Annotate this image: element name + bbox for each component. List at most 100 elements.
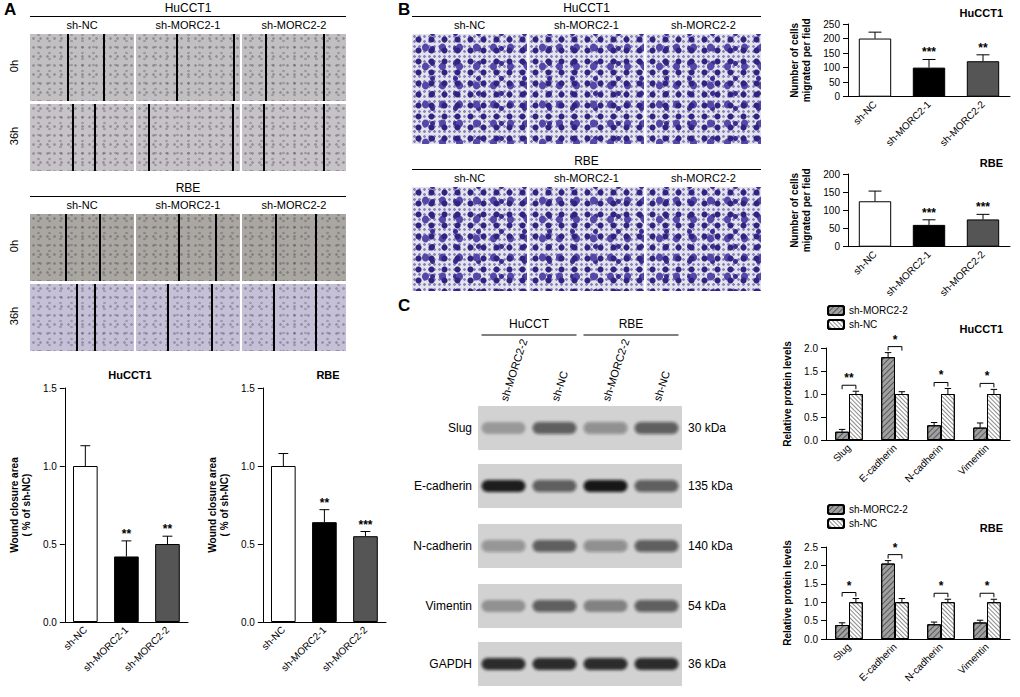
svg-text:0.0: 0.0 — [43, 617, 57, 628]
svg-text:2.0: 2.0 — [804, 343, 818, 354]
svg-text:migrated per field: migrated per field — [801, 168, 812, 252]
svg-text:sh-NC: sh-NC — [549, 369, 570, 402]
svg-text:RBE: RBE — [316, 369, 339, 381]
svg-text:HuCCT1: HuCCT1 — [960, 323, 1003, 335]
svg-text:Relative protein levels: Relative protein levels — [782, 540, 793, 646]
svg-text:***: *** — [358, 518, 372, 532]
svg-text:sh-NC: sh-NC — [849, 518, 877, 529]
svg-text:200: 200 — [823, 33, 840, 44]
svg-text:0: 0 — [834, 241, 840, 252]
svg-text:135 kDa: 135 kDa — [688, 479, 733, 493]
svg-text:150: 150 — [823, 187, 840, 198]
svg-text:100: 100 — [823, 205, 840, 216]
svg-text:**: ** — [163, 522, 173, 536]
svg-text:Number of cells: Number of cells — [789, 22, 800, 97]
svg-text:1.0: 1.0 — [43, 461, 57, 472]
svg-text:**: ** — [122, 527, 132, 541]
svg-text:( % of sh-NC): ( % of sh-NC) — [21, 474, 32, 537]
svg-text:0.0: 0.0 — [804, 435, 818, 446]
svg-text:1.5: 1.5 — [804, 578, 818, 589]
svg-text:1.0: 1.0 — [804, 597, 818, 608]
svg-text:Vimentin: Vimentin — [956, 442, 991, 477]
svg-text:sh-MORC2-1: sh-MORC2-1 — [884, 248, 934, 298]
svg-text:sh-MORC2-2: sh-MORC2-2 — [938, 248, 988, 298]
svg-text:**: ** — [320, 496, 330, 510]
svg-text:36 kDa: 36 kDa — [688, 657, 726, 671]
svg-text:E-cadherin: E-cadherin — [857, 442, 899, 484]
svg-text:RBE: RBE — [619, 317, 644, 331]
svg-text:100: 100 — [823, 62, 840, 73]
svg-text:140 kDa: 140 kDa — [688, 539, 733, 553]
svg-text:***: *** — [922, 45, 936, 59]
svg-text:2.0: 2.0 — [804, 560, 818, 571]
svg-text:*: * — [893, 333, 898, 347]
svg-text:Relative protein levels: Relative protein levels — [782, 341, 793, 447]
svg-text:0.5: 0.5 — [43, 539, 57, 550]
svg-text:E-cadherin: E-cadherin — [857, 641, 899, 683]
svg-text:*: * — [985, 579, 990, 593]
svg-text:2.5: 2.5 — [804, 542, 818, 553]
svg-text:30 kDa: 30 kDa — [688, 421, 726, 435]
svg-text:sh-MORC2-2: sh-MORC2-2 — [849, 504, 908, 515]
svg-text:150: 150 — [823, 48, 840, 59]
svg-text:migrated per field: migrated per field — [801, 18, 812, 102]
svg-text:0.5: 0.5 — [241, 539, 255, 550]
svg-text:Slug: Slug — [831, 641, 853, 663]
svg-text:0: 0 — [834, 91, 840, 102]
svg-text:sh-NC: sh-NC — [851, 99, 879, 127]
svg-text:*: * — [985, 369, 990, 383]
svg-text:RBE: RBE — [980, 522, 1003, 534]
svg-text:Number of cells: Number of cells — [789, 172, 800, 247]
svg-text:sh-MORC2-2: sh-MORC2-2 — [600, 337, 631, 402]
svg-text:sh-MORC2-2: sh-MORC2-2 — [938, 98, 988, 148]
svg-text:sh-NC: sh-NC — [259, 624, 287, 652]
svg-text:0.0: 0.0 — [241, 617, 255, 628]
svg-text:HuCCT: HuCCT — [509, 317, 550, 331]
svg-text:HuCCT1: HuCCT1 — [108, 369, 151, 381]
svg-text:Vimentin: Vimentin — [956, 641, 991, 676]
svg-text:( % of sh-NC): ( % of sh-NC) — [219, 474, 230, 537]
svg-text:0.0: 0.0 — [804, 634, 818, 645]
svg-text:Slug: Slug — [831, 442, 853, 464]
svg-text:N-cadherin: N-cadherin — [413, 539, 472, 553]
svg-text:Vimentin: Vimentin — [426, 599, 472, 613]
svg-text:sh-MORC2-2: sh-MORC2-2 — [320, 624, 370, 674]
svg-text:**: ** — [844, 371, 854, 385]
svg-text:Slug: Slug — [448, 421, 472, 435]
svg-text:sh-MORC2-2: sh-MORC2-2 — [849, 305, 908, 316]
svg-text:1.5: 1.5 — [804, 366, 818, 377]
svg-text:Wound closure area: Wound closure area — [9, 457, 20, 553]
svg-text:**: ** — [978, 41, 988, 55]
svg-text:HuCCT1: HuCCT1 — [960, 7, 1003, 19]
svg-text:GAPDH: GAPDH — [429, 657, 472, 671]
svg-text:1.5: 1.5 — [43, 383, 57, 394]
svg-text:sh-NC: sh-NC — [61, 624, 89, 652]
svg-text:***: *** — [976, 200, 990, 214]
svg-text:RBE: RBE — [980, 157, 1003, 169]
svg-text:50: 50 — [829, 77, 841, 88]
svg-text:1.0: 1.0 — [804, 389, 818, 400]
svg-text:sh-MORC2-2: sh-MORC2-2 — [122, 624, 172, 674]
svg-text:*: * — [893, 541, 898, 555]
svg-text:1.0: 1.0 — [241, 461, 255, 472]
svg-text:N-cadherin: N-cadherin — [903, 442, 945, 484]
svg-text:***: *** — [922, 206, 936, 220]
svg-text:Wound closure area: Wound closure area — [207, 457, 218, 553]
svg-text:sh-NC: sh-NC — [849, 319, 877, 330]
svg-text:*: * — [939, 579, 944, 593]
svg-text:N-cadherin: N-cadherin — [903, 641, 945, 683]
svg-text:*: * — [939, 368, 944, 382]
svg-text:0.5: 0.5 — [804, 615, 818, 626]
svg-text:*: * — [847, 579, 852, 593]
svg-text:250: 250 — [823, 19, 840, 30]
svg-text:50: 50 — [829, 223, 841, 234]
svg-text:sh-MORC2-2: sh-MORC2-2 — [498, 337, 529, 402]
svg-text:sh-NC: sh-NC — [651, 369, 672, 402]
svg-text:0.5: 0.5 — [804, 412, 818, 423]
svg-text:200: 200 — [823, 169, 840, 180]
svg-text:54 kDa: 54 kDa — [688, 599, 726, 613]
svg-text:sh-MORC2-1: sh-MORC2-1 — [884, 98, 934, 148]
svg-text:E-cadherin: E-cadherin — [414, 479, 472, 493]
svg-text:1.5: 1.5 — [241, 383, 255, 394]
svg-text:sh-NC: sh-NC — [851, 249, 879, 277]
